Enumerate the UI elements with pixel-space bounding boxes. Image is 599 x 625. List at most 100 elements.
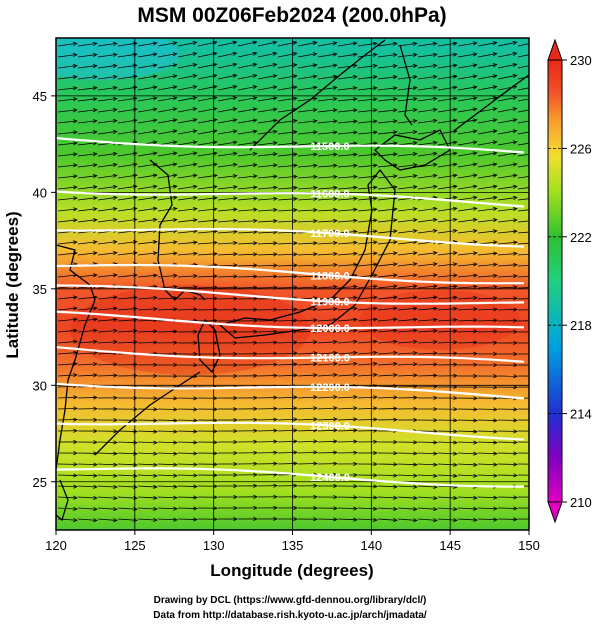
wind-arrow (357, 495, 378, 500)
wind-arrow (117, 118, 138, 124)
wind-arrow (357, 229, 378, 234)
wind-arrow (217, 450, 238, 456)
wind-arrow (197, 451, 218, 456)
wind-arrow (417, 362, 438, 367)
wind-arrow (417, 74, 438, 80)
wind-arrow (297, 450, 318, 455)
wind-arrow (457, 63, 478, 69)
wind-arrow (117, 217, 138, 223)
wind-arrow (57, 372, 78, 378)
wind-arrow (297, 63, 318, 69)
wind-arrow (157, 118, 178, 124)
wind-arrow (377, 518, 398, 523)
wind-arrow (217, 505, 238, 511)
wind-arrow (517, 131, 529, 135)
wind-arrow (277, 395, 298, 400)
wind-arrow (377, 328, 398, 333)
wind-arrow (97, 306, 118, 311)
wind-arrow (77, 174, 98, 179)
wind-arrow (237, 417, 258, 422)
wind-arrow (477, 96, 498, 102)
wind-arrow (517, 198, 529, 201)
wind-arrow (157, 251, 178, 256)
wind-arrow (177, 195, 198, 201)
wind-arrow (277, 494, 298, 499)
wind-arrow (437, 440, 458, 445)
wind-arrow (177, 206, 198, 212)
wind-arrow (497, 296, 518, 301)
wind-arrow (397, 63, 418, 69)
wind-arrow (477, 107, 498, 113)
wind-arrow (297, 163, 318, 168)
wind-arrow (177, 218, 198, 223)
wind-arrow (57, 63, 78, 69)
wind-arrow (197, 151, 218, 157)
wind-arrow (477, 74, 498, 80)
wind-arrow (117, 429, 138, 434)
wind-arrow (497, 329, 518, 334)
wind-arrow (117, 407, 138, 412)
wind-arrow (397, 173, 418, 179)
wind-arrow (57, 473, 78, 478)
wind-arrow (377, 395, 398, 400)
wind-arrow (137, 306, 158, 312)
wind-arrow (137, 85, 158, 91)
wind-arrow (517, 43, 529, 47)
wind-arrow (317, 495, 338, 500)
wind-arrow (277, 318, 298, 323)
wind-arrow (157, 217, 178, 223)
wind-arrow (457, 385, 478, 390)
wind-arrow (97, 184, 118, 190)
wind-arrow (117, 451, 138, 456)
wind-arrow (337, 86, 358, 91)
wind-arrow (197, 196, 218, 201)
wind-arrow (377, 373, 398, 378)
wind-arrow (77, 75, 98, 80)
wind-arrow (97, 41, 118, 47)
wind-arrow (117, 329, 138, 334)
wind-arrow (297, 96, 318, 102)
wind-arrow (277, 163, 298, 168)
wind-arrow (57, 506, 78, 511)
wind-arrow (257, 85, 278, 91)
wind-arrow (417, 184, 438, 190)
wind-arrow (337, 108, 358, 113)
wind-arrow (277, 362, 298, 367)
wind-arrow (437, 52, 458, 58)
wind-arrow (357, 251, 378, 256)
wind-arrow (357, 295, 378, 300)
wind-arrow (317, 295, 338, 300)
wind-arrow (517, 87, 529, 91)
wind-arrow (137, 396, 158, 401)
wind-arrow (397, 518, 418, 523)
wind-arrow (157, 96, 178, 102)
wind-arrow (97, 473, 118, 478)
contour-line (56, 136, 525, 154)
taiwan-coast (56, 479, 69, 522)
wind-arrow (517, 518, 529, 520)
wind-arrow (377, 63, 398, 69)
wind-arrow (437, 340, 458, 345)
wind-arrow (217, 307, 238, 312)
wind-arrow (177, 451, 198, 456)
wind-arrow (477, 63, 498, 69)
wind-arrow (337, 229, 358, 234)
wind-arrow (77, 119, 98, 124)
wind-arrow (197, 184, 218, 190)
wind-arrow (57, 86, 78, 91)
wind-arrow (397, 229, 418, 234)
wind-arrow (177, 118, 198, 124)
wind-arrow (357, 372, 378, 378)
wind-arrow (377, 484, 398, 489)
wind-arrow (477, 418, 498, 423)
wind-arrow (237, 229, 258, 235)
wind-arrow (457, 429, 478, 434)
wind-arrow (457, 151, 478, 157)
wind-arrow (437, 384, 458, 390)
wind-arrow (297, 373, 318, 378)
coastline (56, 39, 529, 522)
wind-arrow (237, 118, 258, 124)
wind-arrow (277, 428, 298, 433)
wind-arrow (437, 295, 458, 300)
wind-arrow (437, 407, 458, 412)
